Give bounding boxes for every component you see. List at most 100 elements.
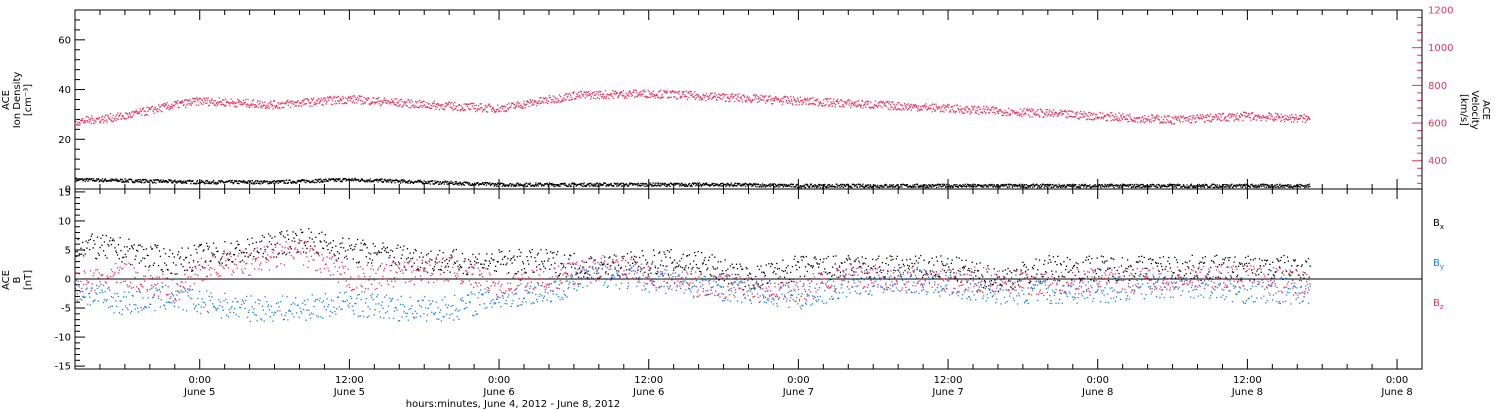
data-point [1224, 116, 1226, 119]
data-point [259, 181, 261, 183]
data-point [362, 239, 364, 241]
data-point [1176, 117, 1178, 119]
data-point [1029, 185, 1031, 187]
data-point [918, 105, 920, 107]
data-point [561, 100, 563, 102]
data-point [386, 246, 388, 249]
data-point [1290, 117, 1292, 119]
data-point [857, 100, 860, 102]
data-point [346, 98, 348, 100]
data-point [485, 110, 488, 113]
data-point [183, 259, 185, 261]
data-point [1054, 112, 1056, 114]
data-point [1017, 112, 1019, 114]
data-point [481, 183, 483, 185]
data-point [495, 270, 498, 272]
data-point [1149, 119, 1151, 121]
data-point [1046, 115, 1048, 117]
data-point [813, 104, 815, 106]
data-point [237, 100, 240, 102]
data-point [134, 258, 136, 260]
data-point [1253, 117, 1255, 119]
data-point [627, 94, 629, 96]
data-point [863, 104, 865, 106]
data-point [786, 99, 788, 101]
data-point [973, 106, 975, 108]
data-point [1113, 116, 1116, 118]
data-point [777, 99, 779, 101]
data-point [1273, 186, 1275, 188]
data-point [952, 185, 955, 187]
data-point [152, 182, 154, 184]
data-point [798, 104, 800, 106]
data-point [710, 98, 713, 100]
data-point [284, 236, 286, 239]
data-point [1052, 115, 1054, 118]
data-point [1125, 118, 1127, 120]
data-point [857, 104, 859, 107]
data-point [1204, 184, 1206, 187]
data-point [753, 183, 755, 186]
data-point [1173, 123, 1176, 125]
data-point [446, 258, 448, 260]
data-point [474, 260, 476, 262]
data-point [101, 244, 103, 246]
data-point [778, 186, 780, 188]
data-point [100, 237, 102, 239]
data-point [377, 98, 379, 100]
data-point [839, 186, 841, 188]
data-point [269, 181, 272, 183]
data-point [694, 91, 696, 93]
data-point [418, 269, 420, 271]
data-point [283, 107, 285, 109]
data-point [783, 185, 785, 187]
data-point [560, 183, 562, 186]
data-point [334, 103, 336, 105]
data-point [141, 246, 143, 248]
data-point [1103, 186, 1106, 188]
data-point [1294, 185, 1296, 187]
data-point [1156, 184, 1158, 186]
data-point [478, 253, 480, 255]
data-point [1127, 121, 1129, 123]
data-point [782, 101, 784, 103]
data-point [188, 179, 190, 182]
data-point [1010, 113, 1012, 115]
data-point [1020, 186, 1022, 189]
data-point [418, 106, 420, 109]
data-point [607, 94, 609, 96]
data-point [1264, 117, 1267, 119]
data-point [274, 183, 276, 185]
data-point [336, 259, 338, 261]
data-point [690, 91, 692, 93]
data-point [593, 94, 595, 96]
data-point [613, 93, 615, 95]
data-point [487, 104, 489, 106]
data-point [1260, 183, 1262, 185]
data-point [688, 96, 690, 99]
data-point [498, 110, 500, 112]
data-point [535, 100, 537, 103]
data-point [210, 101, 212, 103]
data-point [435, 108, 437, 110]
data-point [348, 238, 350, 240]
data-point [842, 103, 844, 106]
data-point [260, 180, 262, 182]
data-point [474, 107, 476, 109]
axis-label-line: ACE [1, 90, 12, 110]
data-point [1043, 112, 1045, 114]
data-point [366, 247, 368, 249]
data-point [863, 186, 865, 188]
data-point [206, 242, 208, 244]
data-point [965, 105, 967, 108]
data-point [1115, 113, 1117, 115]
data-point [764, 184, 766, 186]
data-point [1121, 117, 1123, 119]
data-point [171, 103, 173, 105]
data-point [108, 117, 110, 119]
data-point [158, 108, 160, 111]
data-point [675, 91, 677, 94]
data-point [105, 119, 108, 121]
data-point [1235, 116, 1237, 119]
data-point [1070, 185, 1072, 187]
